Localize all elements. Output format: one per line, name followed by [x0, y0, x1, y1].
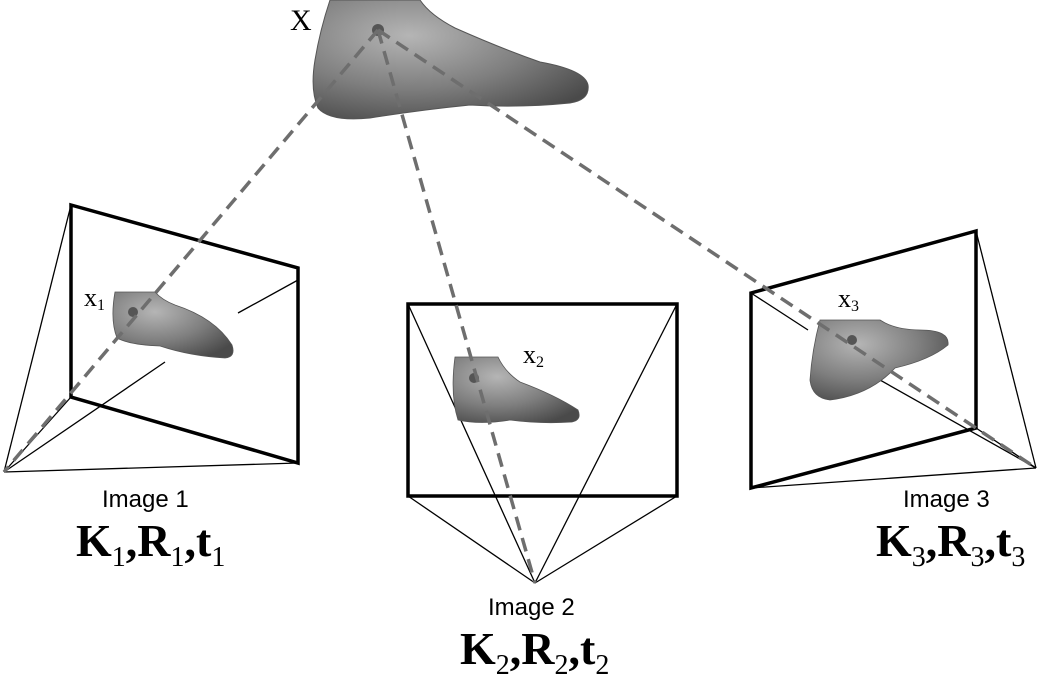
foot-image-1: [112, 291, 234, 359]
image-point-1: [128, 307, 138, 317]
foot-image-3: [809, 319, 949, 401]
image-plane-2: [406, 302, 679, 498]
camera-3: [749, 228, 1037, 491]
camera-3-params: K3,R3,t3: [876, 515, 1026, 573]
image-point-1-label: x1: [84, 283, 105, 314]
image-2-label: Image 2: [488, 594, 575, 621]
ray-1: [2, 28, 380, 474]
camera-1-params: K1,R1,t1: [76, 515, 226, 573]
image-point-3: [847, 335, 857, 345]
image-point-3-label: x3: [838, 284, 859, 315]
camera-1: [3, 202, 300, 473]
foot-3d-model: [312, 0, 589, 120]
image-3-label: Image 3: [903, 486, 990, 513]
world-point-label: X: [290, 4, 312, 37]
camera-2-params: K2,R2,t2: [460, 623, 610, 681]
projection-rays: [2, 28, 1037, 584]
image-1-label: Image 1: [102, 486, 189, 513]
foot-image-2: [452, 356, 580, 424]
ray-2: [376, 29, 537, 584]
image-point-2-label: x2: [523, 340, 544, 371]
